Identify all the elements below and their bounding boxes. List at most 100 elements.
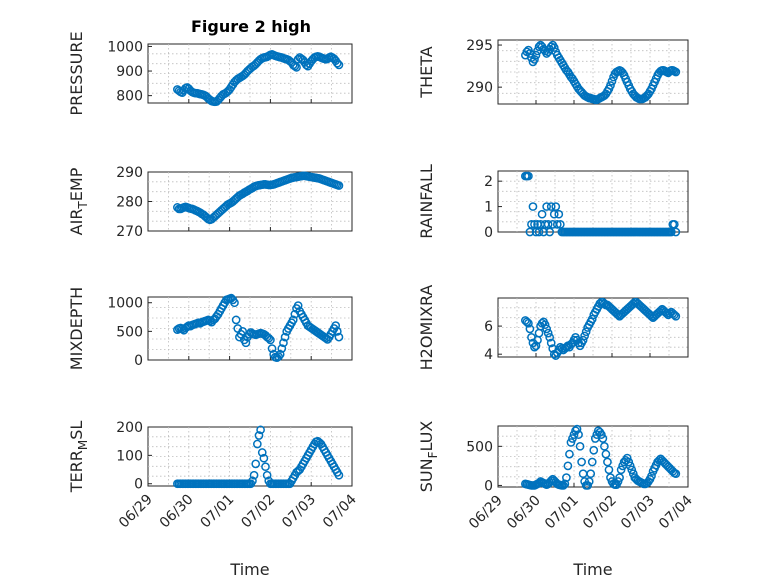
data-point — [568, 434, 577, 443]
y-tick-label: 4 — [484, 347, 493, 363]
x-tick-label: 07/04 — [320, 491, 360, 531]
data-point — [525, 324, 535, 334]
data-point — [275, 349, 285, 359]
data-point — [587, 457, 597, 467]
y-tick-label: 500 — [466, 439, 493, 455]
x-tick-label: 07/02 — [238, 492, 278, 532]
y-tick-label: 270 — [116, 224, 143, 240]
data-point — [527, 220, 536, 229]
data-point — [261, 462, 270, 472]
y-tick-label: 6 — [484, 319, 493, 335]
data-point — [231, 315, 241, 325]
x-tick-label: 07/03 — [279, 492, 319, 532]
x-tick-label: 06/29 — [116, 492, 156, 532]
data-point — [528, 202, 538, 211]
data-point — [613, 477, 623, 486]
data-point — [277, 344, 287, 353]
data-point — [292, 63, 301, 72]
data-point — [554, 209, 564, 219]
data-point — [627, 465, 637, 475]
data-point — [290, 61, 300, 71]
data-point — [334, 60, 344, 70]
data-point — [603, 457, 612, 467]
data-point — [524, 171, 533, 181]
data-point — [288, 315, 298, 325]
series-markers — [521, 171, 681, 237]
data-point — [580, 331, 589, 341]
y-tick-label: 0 — [484, 478, 493, 494]
data-point — [542, 324, 551, 334]
data-point — [259, 453, 269, 463]
data-point — [589, 445, 599, 455]
data-point — [331, 321, 341, 330]
data-point — [334, 181, 344, 190]
y-tick-label: 0 — [134, 477, 143, 493]
subplot-mixdepth: 0 500 1000 MIXDEPTH — [67, 287, 353, 370]
data-point — [332, 58, 342, 68]
data-point — [562, 473, 571, 482]
subplot-h2omixra: 4 6 H2OMIXRA — [417, 285, 689, 371]
data-point — [254, 431, 264, 440]
y-tick-label: 290 — [116, 165, 143, 181]
y-tick-label: 100 — [116, 448, 143, 464]
series-markers — [521, 424, 681, 490]
y-tick-label: 800 — [116, 89, 143, 105]
data-point — [572, 424, 582, 434]
data-point — [537, 209, 547, 219]
series-markers — [173, 171, 344, 225]
data-point — [577, 457, 586, 467]
y-tick-label: 0 — [134, 353, 143, 369]
data-point — [280, 332, 290, 342]
data-point — [530, 342, 539, 352]
data-point — [531, 50, 541, 60]
data-point — [671, 469, 681, 479]
data-point — [230, 298, 239, 308]
data-point — [616, 465, 626, 475]
data-point — [597, 430, 606, 439]
data-point — [545, 227, 555, 237]
data-point — [266, 335, 275, 345]
data-point — [531, 341, 541, 351]
data-point — [264, 333, 274, 343]
x-tick-label: 07/01 — [542, 493, 582, 533]
y-tick-label: 0 — [484, 225, 493, 241]
data-point — [252, 439, 262, 449]
data-point — [587, 314, 597, 324]
y-axis-label: H2OMIXRA — [417, 285, 436, 371]
data-point — [578, 335, 588, 345]
y-axis-label: PRESSURE — [67, 31, 86, 115]
series-markers — [173, 425, 344, 489]
subplot-terrsl: 06/29 06/30 07/01 07/02 07/03 07/04 0 100 200 TER… — [67, 420, 360, 579]
series-markers — [173, 293, 344, 363]
data-point — [671, 311, 681, 321]
subplot-airemp: 270 280 290 AIRTEMP — [67, 165, 353, 240]
data-point — [241, 338, 251, 348]
data-point — [669, 310, 679, 320]
data-point — [583, 481, 593, 490]
y-tick-label: 500 — [116, 324, 143, 340]
data-point — [563, 461, 573, 471]
y-tick-label: 2 — [484, 174, 493, 190]
data-point — [551, 202, 561, 211]
x-axis-label: Time — [572, 560, 612, 579]
data-point — [615, 473, 624, 482]
data-point — [257, 448, 267, 457]
data-point — [251, 459, 261, 469]
data-point — [566, 438, 576, 447]
y-axis-label: AIRTEMP — [67, 167, 90, 235]
data-point — [249, 470, 259, 480]
y-tick-label: 900 — [116, 64, 143, 80]
data-point — [581, 327, 591, 337]
y-axis-label: SUNFLUX — [417, 421, 440, 493]
data-point — [543, 328, 553, 338]
data-point — [293, 301, 303, 310]
data-point — [267, 344, 277, 353]
data-point — [600, 441, 609, 451]
series-markers — [173, 49, 344, 107]
subplot-pressure: 800 900 1000 PRESSURE — [67, 31, 353, 116]
x-tick-label: 07/03 — [618, 493, 658, 533]
data-point — [334, 332, 344, 342]
